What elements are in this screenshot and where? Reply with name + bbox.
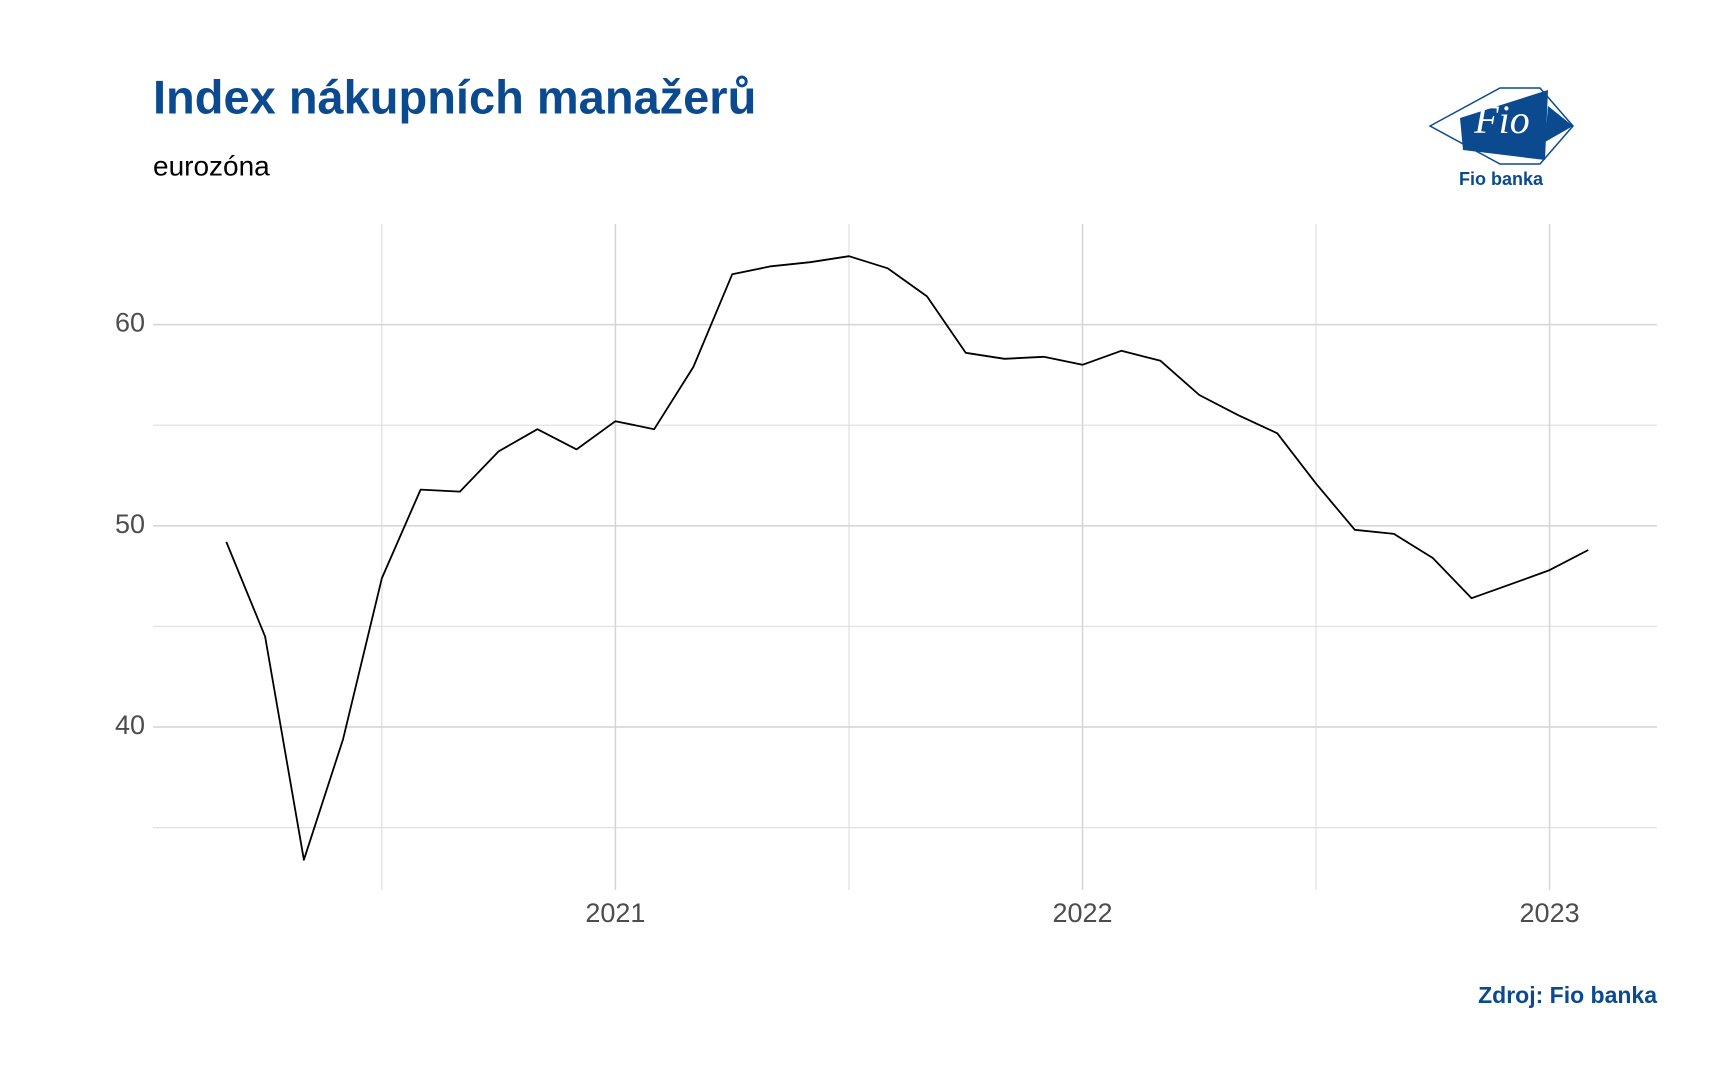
logo-arrow (1545, 106, 1573, 142)
y-tick-label: 40 (115, 710, 145, 740)
x-tick-label: 2023 (1520, 898, 1580, 928)
logo-caption: Fio banka (1459, 169, 1544, 189)
x-tick-label: 2021 (585, 898, 645, 928)
source: Zdroj: Fio banka (1478, 982, 1657, 1008)
x-tick-label: 2022 (1052, 898, 1112, 928)
y-tick-label: 50 (115, 509, 145, 539)
y-tick-label: 60 (115, 308, 145, 338)
data-line (225, 255, 1589, 861)
logo-shape (1460, 90, 1548, 160)
logo: Fio Fio banka (1428, 87, 1574, 189)
chart-subtitle: eurozóna (153, 150, 270, 181)
chart-title: Index nákupních manažerů (153, 70, 756, 123)
logo-mark: Fio (1473, 97, 1530, 142)
